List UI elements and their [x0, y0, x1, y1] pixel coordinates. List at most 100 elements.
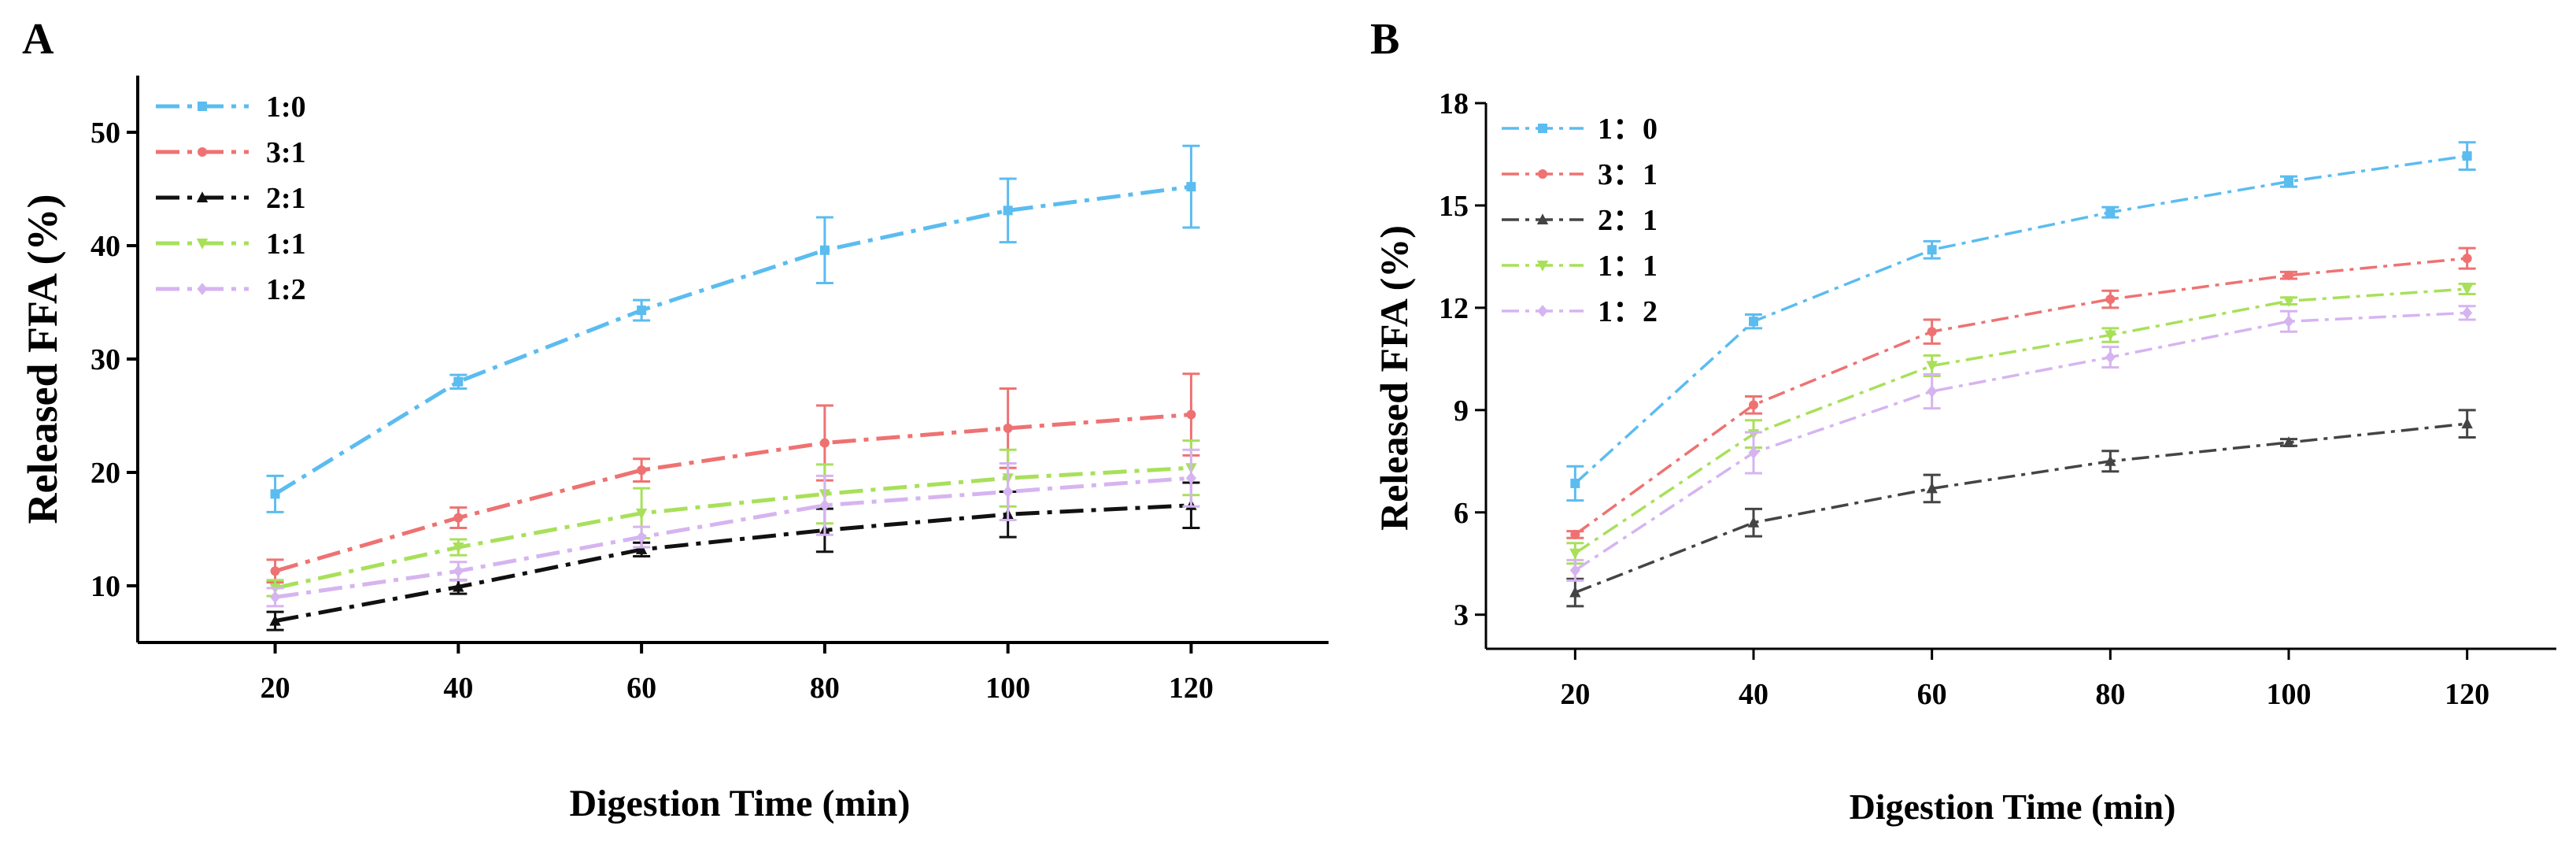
x-axis-title: Digestion Time (min)	[1850, 787, 2176, 827]
y-tick-label: 6	[1454, 497, 1469, 530]
series-line	[274, 184, 1192, 496]
data-point	[2105, 454, 2116, 466]
legend-label: 1:2	[266, 273, 306, 306]
series-1	[1566, 246, 2476, 539]
data-point	[819, 498, 830, 512]
data-point	[2284, 176, 2293, 187]
data-point	[635, 508, 648, 520]
data-point	[1927, 385, 1938, 398]
legend-label: 1：1	[1598, 250, 1658, 283]
series-line	[1574, 154, 2467, 485]
legend-label: 1：0	[1598, 113, 1658, 146]
data-point	[1926, 361, 1938, 372]
data-point	[2105, 207, 2116, 217]
data-point	[1927, 245, 1937, 255]
legend-marker	[1536, 261, 1549, 272]
x-tick-label: 40	[1739, 678, 1768, 711]
data-point	[453, 542, 464, 554]
legend-marker	[1537, 305, 1548, 317]
series-line	[275, 503, 1192, 624]
series-0	[266, 144, 1200, 513]
data-point	[637, 465, 647, 476]
series-3	[1566, 283, 2476, 565]
legend-marker	[1538, 124, 1547, 133]
y-tick-label: 3	[1454, 599, 1469, 632]
data-point	[2105, 350, 2116, 364]
x-axis-title: Digestion Time (min)	[570, 783, 911, 824]
legend-marker	[1536, 213, 1549, 224]
series-1	[266, 372, 1200, 584]
data-point	[270, 566, 280, 576]
series-4	[1566, 305, 2476, 582]
legend: 1：0 3：1 2：1 1：1 1：2	[1502, 113, 1658, 328]
panel-letter: A	[22, 15, 54, 64]
data-point	[636, 531, 647, 543]
legend-label: 2:1	[266, 182, 306, 215]
data-point	[1003, 485, 1014, 498]
x-tick-label: 20	[1560, 678, 1590, 711]
x-tick-label: 80	[810, 672, 840, 705]
data-point	[1185, 472, 1197, 484]
y-axis-title: Released FFA (%)	[19, 194, 66, 524]
y-tick-label: 30	[91, 343, 120, 376]
y-tick-label: 9	[1454, 394, 1469, 428]
data-point	[637, 306, 647, 316]
series-line	[275, 476, 1192, 599]
legend-marker	[197, 283, 208, 295]
series-3	[266, 439, 1200, 598]
legend-label: 3:1	[266, 136, 306, 169]
y-axis-title: Released FFA (%)	[1372, 225, 1416, 531]
x-tick-label: 120	[2445, 678, 2489, 711]
data-point	[1003, 423, 1013, 433]
y-tick-label: 10	[91, 570, 120, 603]
data-point	[2105, 294, 2116, 305]
series-4	[266, 448, 1200, 608]
data-point	[270, 489, 280, 499]
data-point	[2462, 151, 2472, 161]
panel-letter: B	[1370, 15, 1399, 64]
legend-marker	[1538, 169, 1547, 179]
data-point	[2461, 284, 2473, 295]
x-tick-label: 100	[2267, 678, 2312, 711]
x-tick-label: 100	[985, 672, 1030, 705]
data-point	[2282, 296, 2295, 308]
data-point	[1186, 409, 1196, 420]
x-tick-label: 60	[626, 672, 656, 705]
data-point	[819, 245, 830, 255]
data-point	[2105, 330, 2116, 342]
series-line	[274, 413, 1192, 573]
data-point	[453, 580, 464, 592]
legend-label: 3：1	[1598, 158, 1658, 191]
legend-marker	[196, 191, 209, 202]
legend-marker	[196, 239, 209, 250]
data-point	[1569, 548, 1581, 560]
data-point	[1570, 529, 1580, 539]
x-tick-label: 40	[443, 672, 473, 705]
y-tick-label: 18	[1439, 87, 1469, 120]
data-point	[1569, 586, 1581, 598]
data-point	[1926, 482, 1938, 494]
data-point	[1186, 182, 1196, 192]
data-point	[819, 438, 830, 448]
series-line	[1574, 311, 2467, 572]
panel-a: A 10 20 30 40 50 20 40 60 80 100 120 Released FFA (%…	[19, 15, 1329, 824]
data-point	[453, 513, 464, 523]
legend-label: 1：2	[1598, 295, 1658, 328]
y-tick-label: 20	[91, 457, 120, 490]
legend-label: 1:0	[266, 91, 306, 124]
data-point	[1003, 206, 1013, 216]
data-point	[2284, 270, 2293, 280]
x-tick-label: 60	[1917, 678, 1947, 711]
series-2	[1566, 409, 2476, 608]
legend-label: 2：1	[1598, 204, 1658, 237]
data-point	[635, 543, 648, 554]
data-point	[1748, 446, 1759, 459]
data-point	[2461, 417, 2473, 429]
legend-label: 1:1	[266, 228, 306, 261]
y-tick-label: 12	[1439, 292, 1469, 325]
data-point	[2283, 315, 2294, 328]
series-line	[1574, 257, 2467, 536]
x-tick-label: 80	[2095, 678, 2125, 711]
y-tick-label: 50	[91, 117, 120, 150]
